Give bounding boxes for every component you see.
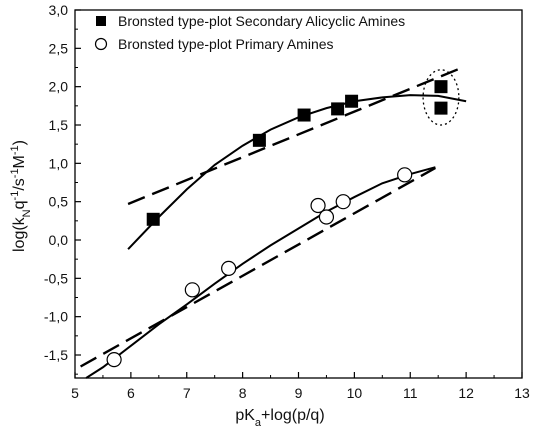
- x-axis-label: pKa+log(p/q): [235, 407, 324, 429]
- x-axis-label-main: pK: [235, 407, 255, 424]
- y-label-p5: ): [11, 140, 28, 145]
- secondary-amine-point: [434, 101, 448, 115]
- y-label-u2: -1: [9, 168, 21, 178]
- y-label-u3: -1: [9, 145, 21, 155]
- secondary-amine-point: [297, 108, 311, 122]
- legend-label-primary: Bronsted type-plot Primary Amines: [118, 36, 334, 52]
- primary-amine-point: [397, 167, 413, 183]
- primary-amine-point: [318, 209, 335, 225]
- x-tick-label: 12: [458, 385, 474, 401]
- y-label-p4: M: [11, 155, 28, 168]
- legend-marker-primary: [94, 37, 108, 51]
- primary-amine-point: [310, 197, 326, 214]
- x-tick-label: 6: [127, 385, 135, 401]
- y-tick-label: 0,0: [49, 232, 69, 248]
- y-tick-label: 2,5: [49, 40, 69, 56]
- secondary-amine-point: [434, 80, 448, 94]
- x-tick-label: 13: [514, 385, 530, 401]
- x-tick-label: 8: [239, 385, 247, 401]
- legend: Bronsted type-plot Secondary Alicyclic A…: [94, 13, 405, 52]
- y-axis-label: log(kNq-1/s-1M-1): [9, 140, 33, 252]
- linear-fit-line: [127, 67, 461, 206]
- primary-amine-point: [184, 282, 200, 298]
- highlight-ellipse: [422, 69, 460, 126]
- curve-fit-line: [85, 166, 436, 379]
- y-tick-label: 2,0: [49, 79, 69, 95]
- y-tick-label: 3,0: [49, 2, 69, 18]
- y-tick-label: -1,5: [44, 347, 68, 363]
- y-tick-label: 0,5: [49, 194, 69, 210]
- linear-fit-line: [80, 166, 436, 368]
- x-tick-label: 7: [183, 385, 191, 401]
- y-label-p3: /s: [11, 178, 28, 190]
- secondary-amine-point: [252, 133, 266, 147]
- secondary-amine-point: [345, 94, 359, 108]
- x-axis-label-tail: +log(p/q): [261, 407, 325, 424]
- x-tick-label: 10: [347, 385, 363, 401]
- legend-marker-secondary: [96, 16, 106, 26]
- y-label-u1: -1: [9, 191, 21, 201]
- y-tick-label: 1,5: [49, 117, 69, 133]
- y-label-s1: N: [21, 209, 33, 217]
- x-axis-label-sub: a: [255, 417, 262, 429]
- x-tick-label: 9: [295, 385, 303, 401]
- x-tick-label: 5: [71, 385, 79, 401]
- secondary-amine-point: [146, 212, 160, 226]
- primary-amine-point: [335, 194, 351, 210]
- y-label-p1: log(k: [11, 216, 28, 252]
- primary-amine-point: [106, 352, 122, 368]
- y-label-p2: q: [11, 200, 28, 209]
- x-tick-label: 11: [403, 385, 418, 401]
- plot-frame: [74, 9, 523, 379]
- y-tick-label: 1,0: [49, 155, 69, 171]
- legend-label-secondary: Bronsted type-plot Secondary Alicyclic A…: [118, 13, 405, 29]
- secondary-amine-point: [331, 102, 345, 116]
- y-tick-label: -0,5: [44, 270, 68, 286]
- primary-amine-point: [221, 260, 237, 276]
- y-tick-label: -1,0: [44, 309, 68, 325]
